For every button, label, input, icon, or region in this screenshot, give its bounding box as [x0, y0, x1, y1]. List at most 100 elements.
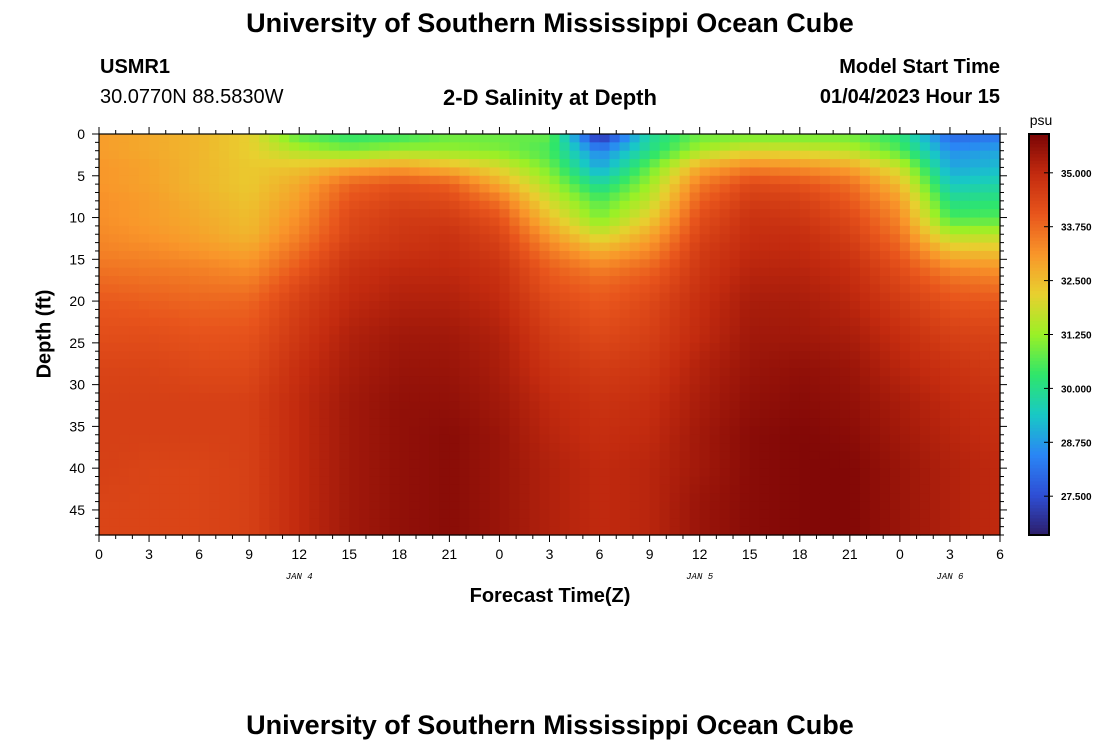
heatmap-cell: [649, 426, 661, 436]
heatmap-cell: [859, 459, 871, 469]
heatmap-cell: [389, 342, 400, 352]
heatmap-cell: [799, 476, 811, 486]
heatmap-cell: [189, 242, 200, 252]
heatmap-cell: [879, 342, 891, 352]
heatmap-cell: [359, 418, 370, 427]
heatmap-cell: [129, 426, 140, 436]
heatmap-cell: [989, 342, 1001, 352]
heatmap-cell: [669, 509, 681, 519]
heatmap-cell: [99, 342, 110, 352]
heatmap-cell: [159, 518, 170, 528]
heatmap-cell: [869, 175, 881, 185]
heatmap-cell: [169, 376, 180, 386]
heatmap-cell: [599, 392, 611, 402]
heatmap-cell: [599, 351, 611, 361]
heatmap-cell: [259, 418, 270, 427]
heatmap-cell: [439, 259, 450, 269]
heatmap-cell: [549, 167, 561, 177]
heatmap-cell: [699, 209, 711, 219]
heatmap-cell: [619, 142, 631, 152]
date-label: JAN 6: [936, 572, 964, 582]
heatmap-cell: [219, 250, 230, 260]
heatmap-cell: [959, 209, 971, 219]
heatmap-cell: [349, 250, 360, 260]
heatmap-cell: [299, 518, 310, 528]
heatmap-cell: [289, 225, 300, 235]
heatmap-cell: [279, 284, 290, 294]
heatmap-cell: [219, 434, 230, 444]
heatmap-cell: [299, 301, 310, 311]
heatmap-cell: [809, 509, 821, 519]
heatmap-cell: [339, 443, 350, 453]
heatmap-cell: [729, 150, 741, 160]
heatmap-cell: [379, 443, 390, 453]
heatmap-cell: [309, 159, 320, 169]
heatmap-cell: [139, 484, 150, 494]
heatmap-cell: [189, 326, 200, 336]
heatmap-cell: [369, 384, 380, 394]
heatmap-cell: [839, 418, 851, 427]
heatmap-cell: [499, 184, 511, 194]
heatmap-cell: [559, 401, 571, 411]
heatmap-cell: [329, 367, 340, 377]
heatmap-cell: [779, 409, 791, 419]
heatmap-cell: [889, 392, 901, 402]
heatmap-cell: [859, 384, 871, 394]
heatmap-cell: [339, 292, 350, 302]
heatmap-cell: [319, 392, 330, 402]
heatmap-cell: [129, 217, 140, 227]
heatmap-cell: [279, 209, 290, 219]
heatmap-cell: [519, 418, 531, 427]
heatmap-cell: [889, 342, 901, 352]
heatmap-cell: [249, 184, 260, 194]
heatmap-cell: [739, 292, 751, 302]
heatmap-cell: [579, 192, 591, 202]
heatmap-cell: [439, 267, 450, 277]
heatmap-cell: [589, 292, 601, 302]
heatmap-cell: [179, 367, 190, 377]
heatmap-cell: [509, 376, 521, 386]
heatmap-cell: [349, 384, 360, 394]
heatmap-cell: [269, 526, 280, 536]
heatmap-cell: [269, 134, 280, 143]
heatmap-cell: [159, 326, 170, 336]
heatmap-cell: [929, 175, 941, 185]
heatmap-cell: [989, 468, 1001, 478]
heatmap-cell: [839, 351, 851, 361]
heatmap-cell: [799, 292, 811, 302]
heatmap-cell: [989, 434, 1001, 444]
heatmap-cell: [489, 167, 501, 177]
heatmap-cell: [479, 217, 491, 227]
heatmap-cell: [149, 493, 160, 503]
heatmap-cell: [659, 501, 671, 511]
heatmap-cell: [389, 301, 400, 311]
heatmap-cell: [169, 184, 180, 194]
heatmap-cell: [509, 392, 521, 402]
heatmap-cell: [599, 342, 611, 352]
heatmap-cell: [869, 451, 881, 461]
heatmap-cell: [129, 284, 140, 294]
heatmap-cell: [619, 267, 631, 277]
heatmap-cell: [719, 367, 731, 377]
heatmap-cell: [549, 426, 561, 436]
heatmap-cell: [939, 175, 951, 185]
heatmap-cell: [299, 426, 310, 436]
heatmap-cell: [109, 192, 120, 202]
heatmap-cell: [719, 351, 731, 361]
heatmap-cell: [629, 184, 641, 194]
heatmap-cell: [859, 167, 871, 177]
heatmap-cell: [449, 276, 460, 285]
heatmap-cell: [229, 493, 240, 503]
heatmap-cell: [389, 459, 400, 469]
heatmap-cell: [319, 159, 330, 169]
heatmap-cell: [279, 150, 290, 160]
heatmap-cell: [459, 134, 471, 143]
heatmap-cell: [659, 301, 671, 311]
heatmap-cell: [709, 459, 721, 469]
heatmap-cell: [299, 150, 310, 160]
heatmap-cell: [859, 175, 871, 185]
heatmap-cell: [319, 426, 330, 436]
heatmap-cell: [139, 225, 150, 235]
heatmap-cell: [679, 134, 691, 143]
heatmap-cell: [769, 292, 781, 302]
